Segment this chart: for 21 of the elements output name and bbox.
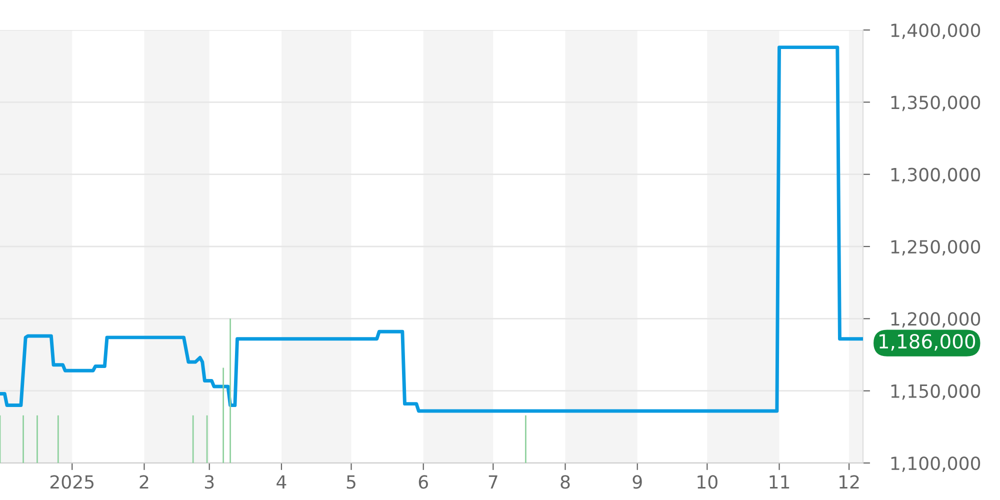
y-tick-label: 1,100,000 [891, 456, 980, 472]
y-tick-label: 1,300,000 [891, 168, 980, 184]
y-tick-label: 1,400,000 [891, 23, 980, 39]
x-tick-label: 12 [840, 475, 859, 489]
annotation: 1,186,000 [880, 334, 976, 351]
x-tick-label: 2 [140, 475, 148, 489]
x-tick-label: 6 [418, 475, 428, 489]
x-tick-label: 2025 [50, 475, 94, 489]
y-tick-label: 1,200,000 [891, 312, 980, 328]
x-tick-label: 7 [488, 475, 498, 489]
line-series [0, 46, 863, 413]
x-tick-label: 3 [204, 475, 214, 489]
x-tick-label: 9 [632, 475, 642, 489]
x-tick-label: 10 [698, 475, 718, 489]
y-tick-label: 1,250,000 [891, 240, 980, 256]
y-tick-label: 1,350,000 [891, 96, 980, 112]
x-tick-label: 4 [276, 475, 286, 489]
x-tick-label: 11 [770, 475, 790, 489]
x-tick-label: 5 [346, 475, 356, 489]
y-tick-label: 1,150,000 [891, 384, 980, 400]
x-tick-label: 8 [560, 475, 570, 489]
